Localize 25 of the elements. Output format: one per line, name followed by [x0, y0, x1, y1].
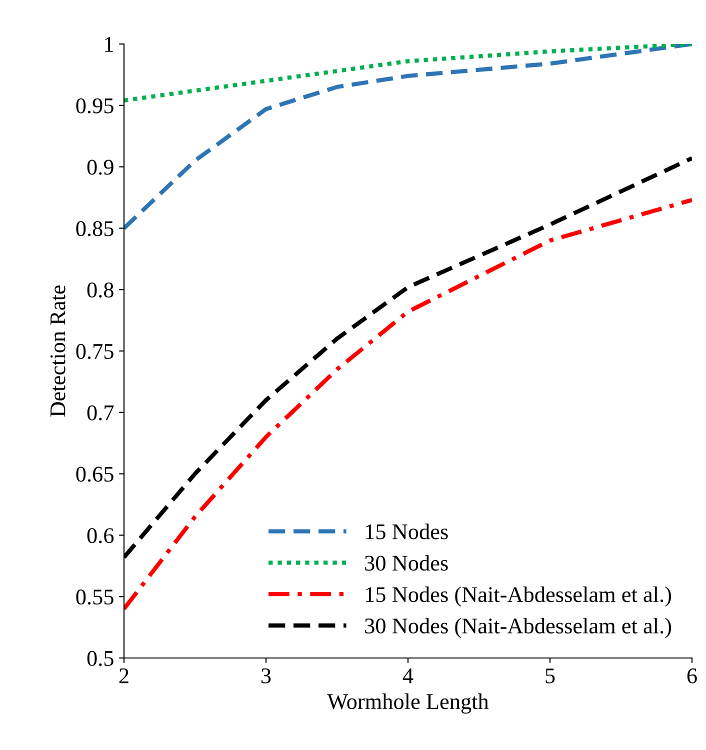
line-series — [124, 198, 692, 611]
line-series — [124, 44, 692, 230]
legend-label: 30 Nodes — [365, 555, 448, 571]
legend-label: 30 Nodes (Nait-Abdesselam et al.) — [365, 618, 672, 638]
x-axis-title: Wormhole Length — [327, 693, 489, 714]
x-tick-label: 3 — [262, 668, 271, 684]
y-tick-label: 0.7 — [87, 405, 114, 420]
y-tick-label: 1 — [105, 37, 113, 52]
y-tick-label: 0.65 — [76, 466, 114, 482]
y-tick-label: 0.55 — [76, 590, 114, 605]
line-series — [124, 44, 692, 103]
x-tick-label: 4 — [402, 668, 414, 684]
legend-label: 15 Nodes (Nait-Abdesselam et al.) — [366, 586, 672, 607]
y-tick-label: 0.75 — [76, 344, 114, 360]
y-tick-label: 0.95 — [76, 98, 114, 114]
y-tick-label: 0.5 — [87, 650, 114, 666]
x-tick-label: 6 — [687, 668, 697, 684]
y-axis-title: Detection Rate — [50, 285, 66, 417]
y-tick-label: 0.9 — [87, 160, 114, 175]
y-tick-label: 0.85 — [76, 221, 114, 236]
y-tick-label: 0.8 — [87, 282, 114, 298]
y-tick-label: 0.6 — [87, 528, 114, 544]
legend-label: 15 Nodes — [366, 524, 448, 540]
x-tick-label: 5 — [546, 668, 555, 684]
x-tick-label: 2 — [119, 668, 128, 684]
